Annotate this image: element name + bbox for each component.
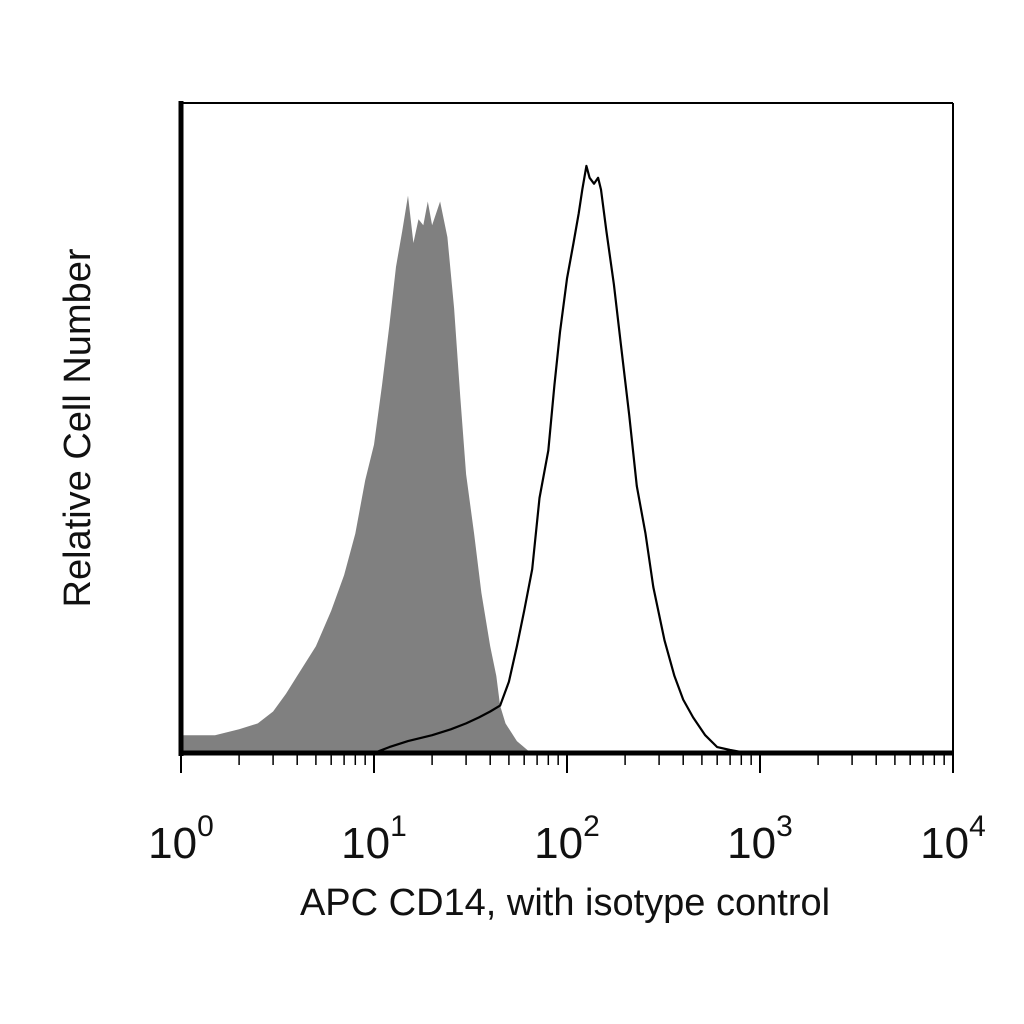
- plot-area: [181, 164, 747, 755]
- x-tick-label: 102: [534, 810, 600, 868]
- plot-frame: [178, 101, 954, 756]
- x-tick-label: 103: [727, 810, 793, 868]
- y-axis-title: Relative Cell Number: [57, 248, 99, 607]
- series-0-filled-histogram: [181, 195, 531, 754]
- series-1-outline-histogram: [373, 164, 747, 755]
- x-axis-title: APC CD14, with isotype control: [300, 882, 830, 924]
- x-tick-label: 100: [148, 810, 214, 868]
- x-tick-label: 104: [920, 810, 986, 868]
- x-axis-tick-labels: 100 101 102 103 104: [148, 810, 986, 868]
- x-axis-ticks: [180, 753, 954, 773]
- x-tick-label: 101: [341, 810, 407, 868]
